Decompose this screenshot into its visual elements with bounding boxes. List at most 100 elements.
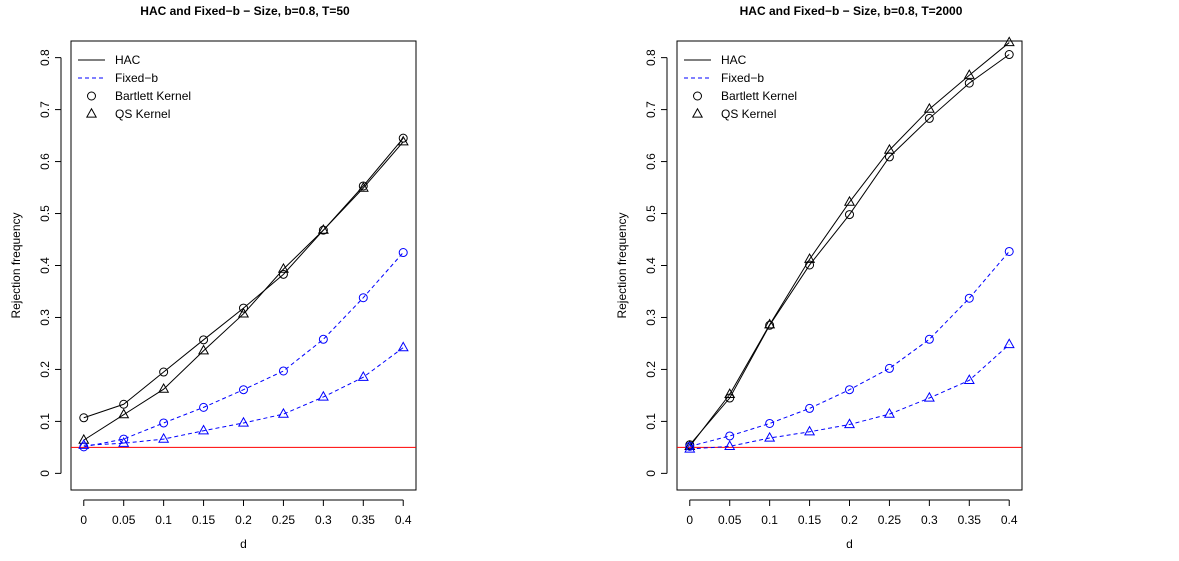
data-point-fixed-b-qs (1003, 338, 1015, 349)
data-point-fixed-b-qs (804, 425, 816, 436)
legend-label: Bartlett Kernel (115, 89, 191, 103)
x-tick-label: 0.4 (395, 513, 412, 527)
data-point-hac-qs (843, 195, 856, 206)
x-tick-label: 0.15 (798, 513, 822, 527)
data-point-hac-bartlett (119, 399, 129, 409)
data-point-hac-qs (804, 253, 816, 263)
data-point-hac-bartlett (765, 320, 775, 330)
series-line-hac-bartlett (83, 137, 404, 419)
data-point-hac-qs (317, 223, 329, 234)
legend-label: Bartlett Kernel (721, 89, 797, 103)
legend-label: Fixed−b (721, 71, 764, 85)
x-tick-label: 0.3 (921, 513, 938, 527)
data-point-hac-qs (963, 69, 975, 79)
data-point-hac-qs (158, 382, 170, 393)
legend-label: HAC (115, 53, 141, 67)
x-tick-label: 0.3 (315, 513, 332, 527)
data-point-fixed-b-bartlett (278, 366, 288, 376)
y-tick-label: 0 (644, 470, 658, 477)
legend-label: Fixed−b (115, 71, 158, 85)
data-point-fixed-b-bartlett (765, 418, 775, 428)
data-point-fixed-b-qs (397, 341, 409, 352)
data-point-fixed-b-bartlett (318, 334, 328, 344)
data-point-fixed-b-bartlett (805, 403, 815, 413)
chart-title: HAC and Fixed−b − Size, b=0.8, T=2000 (740, 4, 963, 18)
data-point-fixed-b-bartlett (199, 402, 209, 412)
data-point-fixed-b-qs (883, 407, 895, 418)
x-tick-label: 0.05 (112, 513, 136, 527)
plot-frame (70, 40, 417, 491)
data-point-hac-bartlett (199, 335, 209, 345)
data-point-fixed-b-qs (764, 431, 776, 442)
chart-panel-t2000: HAC and Fixed−b − Size, b=0.8, T=2000 0 0.… (615, 4, 1023, 551)
y-tick-label: 0.6 (38, 153, 52, 170)
x-tick-label: 0 (686, 513, 693, 527)
legend: HAC Fixed−b Bartlett Kernel QS Kernel (684, 53, 797, 121)
series-line-hac-qs (689, 42, 1010, 447)
y-tick-label: 0 (38, 470, 52, 477)
data-point-fixed-b-qs (684, 442, 696, 453)
plot-frame (676, 40, 1023, 491)
series-line-fixed-b-qs (689, 344, 1010, 450)
data-point-fixed-b-bartlett (159, 418, 169, 428)
y-tick-label: 0.5 (644, 205, 658, 222)
data-point-fixed-b-qs (198, 424, 210, 435)
x-tick-label: 0.25 (878, 513, 902, 527)
x-tick-label: 0.35 (352, 513, 376, 527)
data-point-hac-bartlett (159, 367, 169, 377)
x-tick-label: 0.1 (155, 513, 172, 527)
legend-circle-marker (693, 91, 702, 101)
data-point-hac-bartlett (845, 210, 854, 220)
data-point-fixed-b-qs (317, 390, 329, 401)
y-axis-label: Rejection frequency (9, 212, 23, 318)
x-tick-label: 0 (80, 513, 87, 527)
y-tick-label: 0.2 (644, 361, 658, 378)
y-tick-label: 0.4 (38, 257, 52, 274)
y-tick-label: 0.1 (38, 413, 52, 430)
data-point-hac-bartlett (79, 413, 89, 423)
y-tick-label: 0.5 (38, 205, 52, 222)
y-axis-label: Rejection frequency (615, 212, 629, 318)
data-point-hac-qs (923, 102, 935, 113)
x-tick-label: 0.1 (761, 513, 778, 527)
data-point-hac-qs (198, 344, 210, 355)
y-tick-label: 0.7 (38, 101, 52, 118)
data-point-hac-bartlett (318, 225, 328, 235)
data-point-hac-bartlett (964, 78, 974, 88)
data-point-hac-qs (764, 318, 776, 329)
data-point-hac-qs (118, 408, 130, 419)
data-point-fixed-b-qs (118, 437, 130, 447)
data-point-hac-qs (78, 433, 90, 444)
legend-circle-marker (87, 91, 96, 101)
chart-panel-t50: HAC and Fixed−b − Size, b=0.8, T=50 0 0.05… (9, 4, 417, 551)
data-point-hac-qs (397, 135, 409, 146)
data-point-hac-qs (1003, 36, 1015, 47)
y-tick-label: 0.3 (38, 309, 52, 326)
data-point-hac-bartlett (239, 303, 248, 313)
data-point-fixed-b-qs (78, 439, 90, 449)
data-point-fixed-b-bartlett (964, 293, 974, 303)
chart-title: HAC and Fixed−b − Size, b=0.8, T=50 (140, 4, 350, 18)
legend-label: QS Kernel (721, 107, 776, 121)
data-point-hac-qs (277, 262, 289, 273)
y-tick-label: 0.2 (38, 361, 52, 378)
series-line-fixed-b-bartlett (689, 251, 1010, 447)
x-tick-label: 0.15 (192, 513, 216, 527)
y-tick-label: 0.4 (644, 257, 658, 274)
data-point-hac-qs (724, 388, 736, 398)
x-axis-label: d (240, 537, 247, 551)
data-point-fixed-b-qs (724, 440, 736, 450)
legend: HAC Fixed−b Bartlett Kernel QS Kernel (78, 53, 191, 121)
x-tick-label: 0.35 (958, 513, 982, 527)
y-tick-label: 0.1 (644, 413, 658, 430)
data-point-fixed-b-bartlett (685, 441, 695, 451)
data-point-fixed-b-bartlett (924, 334, 934, 344)
data-point-fixed-b-bartlett (358, 293, 368, 303)
x-tick-label: 0.4 (1001, 513, 1018, 527)
series-line-hac-qs (83, 141, 404, 441)
data-point-hac-bartlett (1004, 50, 1014, 60)
legend-triangle-marker (691, 107, 704, 118)
data-point-fixed-b-bartlett (119, 434, 129, 444)
legend-label: QS Kernel (115, 107, 170, 121)
y-tick-label: 0.8 (644, 49, 658, 66)
